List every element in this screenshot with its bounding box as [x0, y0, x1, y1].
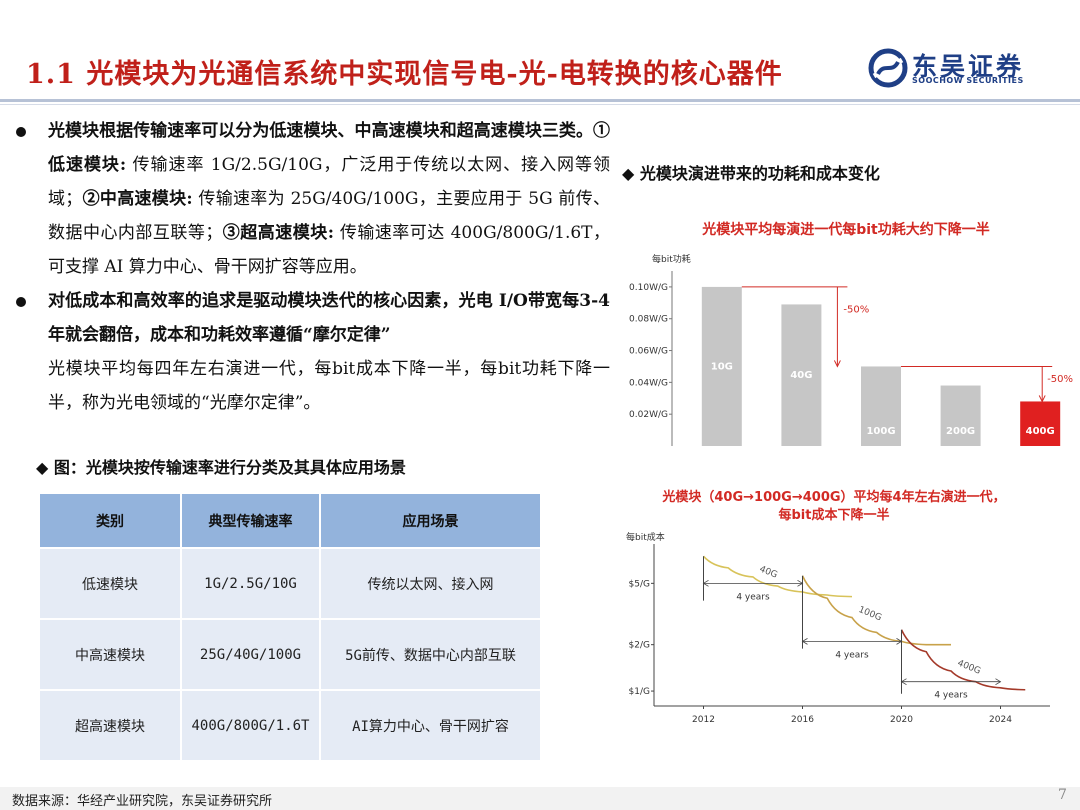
x-tick-label: 2012: [692, 715, 715, 725]
header-divider-thin: [0, 104, 1080, 105]
bullet-item: 光模块根据传输速率可以分为低速模块、中高速模块和超高速模块三类。①低速模块: 传…: [14, 114, 610, 284]
y-tick-label: 0.10W/G: [629, 283, 668, 293]
series-line: [702, 555, 853, 598]
y-tick-label: 0.06W/G: [629, 347, 668, 357]
footer-bar: [0, 787, 1080, 810]
bar-label: 400G: [1026, 426, 1055, 437]
bar: [701, 286, 742, 446]
series-line: [801, 575, 951, 646]
bullet-text-bold: ②中高速模块:: [82, 189, 193, 209]
right-caption: ◆ 光模块演进带来的功耗和成本变化: [622, 164, 880, 183]
x-tick-label: 2024: [989, 715, 1012, 725]
y-axis-label: 每bit成本: [626, 531, 665, 543]
bullet-text-bold: ③超高速模块:: [222, 223, 334, 243]
chart-background: [612, 482, 1070, 738]
soochow-logo-icon: [868, 48, 908, 88]
table-cell: 5G前传、数据中心内部互联: [319, 618, 542, 691]
chart-background: [612, 205, 1080, 477]
interval-label: 4 years: [736, 592, 770, 602]
interval-arrow: [896, 638, 903, 645]
annotation-label: -50%: [843, 305, 869, 316]
page-title: 1.1 光模块为光通信系统中实现信号电-光-电转换的核心器件: [26, 59, 783, 90]
bullet-text-bold: 对低成本和高效率的追求是驱动模块迭代的核心因素，光电 I/O带宽每3-4年就会翻…: [48, 291, 610, 345]
table-caption: ◆ 图：光模块按传输速率进行分类及其具体应用场景: [36, 458, 406, 477]
bar-label: 100G: [866, 426, 895, 437]
table-cell: 1G/2.5G/10G: [180, 547, 321, 620]
header-divider: [0, 99, 1080, 102]
page-number: 7: [1058, 787, 1067, 803]
bullet-text: 光模块平均每四年左右演进一代，每bit成本下降一半，每bit功耗下降一半，称为光…: [48, 359, 610, 413]
y-tick-label: $2/G: [629, 641, 650, 651]
bar-label: 200G: [946, 426, 975, 437]
bar-label: 10G: [711, 362, 733, 373]
bar: [781, 304, 822, 446]
series-line: [900, 629, 1026, 691]
x-tick-label: 2020: [890, 715, 913, 725]
bullet-text: 传输速率为 25G/40G/100G，主要应用于 5G 前传、数据中心内部互联等…: [48, 189, 611, 243]
bar: [861, 366, 901, 446]
bullet-item: 对低成本和高效率的追求是驱动模块迭代的核心因素，光电 I/O带宽每3-4年就会翻…: [14, 284, 610, 420]
table-header-cell: 类别: [38, 492, 182, 549]
table-cell: AI算力中心、骨干网扩容: [319, 689, 542, 762]
speed-category-table: 类别 典型传输速率 应用场景 低速模块 1G/2.5G/10G 传统以太网、接入…: [38, 492, 542, 762]
annotation-arrow: [833, 360, 841, 368]
y-tick-label: $5/G: [629, 579, 650, 589]
bullet-text: 传输速率可达 400G/800G/1.6T，可支撑 AI 算力中心、骨干网扩容等…: [48, 223, 610, 277]
y-axis-label: 每bit功耗: [652, 253, 691, 265]
interval-label: 4 years: [934, 691, 968, 701]
interval-arrow: [702, 579, 709, 587]
chart-title-line2: 每bit成本下降一半: [779, 507, 890, 523]
y-tick-label: $1/G: [629, 687, 650, 697]
interval-arrow: [995, 678, 1002, 686]
bullet-icon: [16, 297, 26, 307]
x-tick-label: 2016: [791, 715, 814, 725]
chart-title: 光模块平均每演进一代每bit功耗大约下降一半: [701, 221, 990, 238]
cost-per-bit-chart: 光模块（40G→100G→400G）平均每4年左右演进一代， 每bit成本下降一…: [612, 482, 1070, 738]
bullet-text-bold: ①低速模块:: [48, 121, 610, 175]
interval-label: 4 years: [835, 650, 869, 660]
chart-title: 光模块（40G→100G→400G）平均每4年左右演进一代，: [661, 489, 1005, 505]
y-tick-label: 0.08W/G: [629, 315, 668, 325]
data-source-note: 数据来源：华经产业研究院，东吴证券研究所: [12, 794, 273, 809]
interval-arrow: [797, 579, 804, 587]
y-tick-label: 0.02W/G: [629, 410, 668, 420]
bullet-icon: [16, 127, 26, 137]
table-cell: 传统以太网、接入网: [319, 547, 542, 620]
table-row: 中高速模块 25G/40G/100G 5G前传、数据中心内部互联: [38, 618, 542, 691]
bar: [940, 385, 981, 446]
table-header-row: 类别 典型传输速率 应用场景: [38, 492, 542, 549]
table-row: 超高速模块 400G/800G/1.6T AI算力中心、骨干网扩容: [38, 689, 542, 762]
logo-text: 东吴证券: [912, 52, 1025, 81]
table-cell: 400G/800G/1.6T: [180, 689, 321, 762]
y-tick-label: 0.04W/G: [629, 378, 668, 388]
interval-arrow: [801, 638, 808, 645]
bullet-text-bold: 光模块根据传输速率可以分为低速模块、中高速模块和超高速模块三类。: [48, 121, 593, 141]
power-per-bit-chart: 光模块平均每演进一代每bit功耗大约下降一半 每bit功耗 0.02W/G 0.0…: [612, 205, 1080, 477]
bar-label: 40G: [790, 370, 812, 381]
table-cell: 25G/40G/100G: [180, 618, 321, 691]
interval-arrow: [900, 678, 907, 686]
table-header-cell: 典型传输速率: [180, 492, 321, 549]
bullet-list: 光模块根据传输速率可以分为低速模块、中高速模块和超高速模块三类。①低速模块: 传…: [14, 114, 610, 420]
table-header-cell: 应用场景: [319, 492, 542, 549]
table-cell: 低速模块: [38, 547, 182, 620]
annotation-label: -50%: [1047, 374, 1073, 385]
table-cell: 超高速模块: [38, 689, 182, 762]
table-row: 低速模块 1G/2.5G/10G 传统以太网、接入网: [38, 547, 542, 620]
table-cell: 中高速模块: [38, 618, 182, 691]
bullet-text: 传输速率 1G/2.5G/10G，广泛用于传统以太网、接入网等领域；: [48, 155, 610, 209]
annotation-arrow: [1038, 395, 1046, 403]
bar: [1020, 401, 1061, 446]
logo-subtext: SOOCHOW SECURITIES: [912, 76, 1024, 85]
